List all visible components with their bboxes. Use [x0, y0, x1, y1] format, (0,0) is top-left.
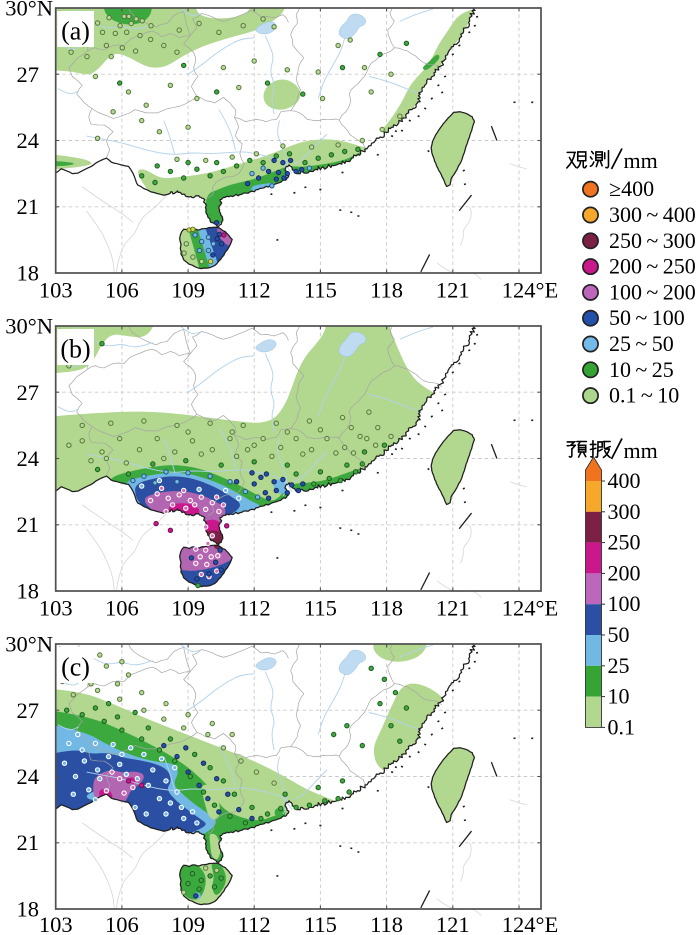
- svg-text:112: 112: [238, 596, 271, 621]
- svg-text:27: 27: [17, 698, 40, 723]
- svg-text:300: 300: [608, 499, 641, 524]
- svg-text:118: 118: [370, 912, 403, 935]
- svg-text:300 ~ 400: 300 ~ 400: [609, 202, 696, 227]
- svg-text:200 ~ 250: 200 ~ 250: [609, 254, 696, 279]
- svg-text:10: 10: [608, 684, 630, 709]
- svg-text:27: 27: [17, 380, 40, 405]
- svg-text:124°E: 124°E: [502, 912, 559, 935]
- svg-text:21: 21: [17, 512, 40, 537]
- svg-text:0.1: 0.1: [608, 714, 636, 739]
- svg-text:115: 115: [304, 912, 337, 935]
- svg-text:109: 109: [171, 596, 205, 621]
- svg-text:≥400: ≥400: [609, 176, 654, 201]
- svg-text:25 ~ 50: 25 ~ 50: [609, 331, 674, 356]
- svg-text:106: 106: [105, 596, 139, 621]
- svg-text:100: 100: [608, 591, 641, 616]
- svg-text:24: 24: [17, 128, 40, 153]
- svg-text:121: 121: [436, 912, 470, 935]
- svg-text:21: 21: [17, 194, 40, 219]
- svg-text:24: 24: [17, 446, 40, 471]
- svg-text:18: 18: [17, 579, 40, 604]
- svg-text:27: 27: [17, 62, 40, 87]
- svg-text:30°N: 30°N: [5, 632, 53, 657]
- svg-text:(a): (a): [61, 17, 90, 46]
- svg-text:mm: mm: [624, 148, 658, 173]
- svg-text:(b): (b): [60, 335, 90, 364]
- svg-text:124°E: 124°E: [502, 278, 559, 303]
- svg-text:(c): (c): [61, 653, 90, 682]
- svg-text:115: 115: [304, 596, 337, 621]
- svg-text:106: 106: [105, 278, 139, 303]
- svg-text:121: 121: [436, 278, 470, 303]
- svg-text:118: 118: [370, 278, 403, 303]
- svg-text:115: 115: [304, 278, 337, 303]
- svg-text:50: 50: [608, 622, 630, 647]
- svg-text:112: 112: [238, 278, 271, 303]
- svg-text:30°N: 30°N: [5, 314, 53, 339]
- svg-text:25: 25: [608, 653, 630, 678]
- svg-text:103: 103: [39, 912, 73, 935]
- svg-text:24: 24: [17, 764, 40, 789]
- svg-text:250 ~ 300: 250 ~ 300: [609, 228, 696, 253]
- svg-text:18: 18: [17, 261, 40, 286]
- svg-text:109: 109: [171, 912, 205, 935]
- svg-text:400: 400: [608, 468, 641, 493]
- svg-text:250: 250: [608, 530, 641, 555]
- svg-text:100 ~ 200: 100 ~ 200: [609, 279, 696, 304]
- svg-text:118: 118: [370, 596, 403, 621]
- svg-text:103: 103: [39, 596, 73, 621]
- svg-text:21: 21: [17, 830, 40, 855]
- svg-text:50 ~ 100: 50 ~ 100: [609, 305, 685, 330]
- svg-text:0.1 ~ 10: 0.1 ~ 10: [609, 383, 679, 408]
- svg-text:200: 200: [608, 560, 641, 585]
- svg-text:112: 112: [238, 912, 271, 935]
- svg-text:18: 18: [17, 897, 40, 922]
- svg-text:109: 109: [171, 278, 205, 303]
- svg-text:121: 121: [436, 596, 470, 621]
- svg-text:30°N: 30°N: [5, 0, 53, 21]
- svg-text:124°E: 124°E: [502, 596, 559, 621]
- svg-text:10 ~ 25: 10 ~ 25: [609, 357, 674, 382]
- svg-text:mm: mm: [624, 438, 658, 463]
- svg-text:103: 103: [39, 278, 73, 303]
- svg-text:106: 106: [105, 912, 139, 935]
